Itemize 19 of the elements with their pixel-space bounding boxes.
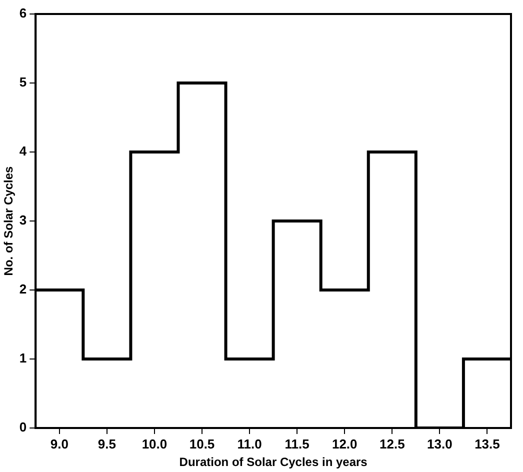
x-tick-label: 13.0	[427, 436, 452, 452]
y-tick-label: 6	[19, 6, 27, 21]
x-tick-label: 12.5	[380, 436, 405, 452]
y-tick-label: 1	[19, 350, 27, 366]
y-axis-title: No. of Solar Cycles	[2, 166, 16, 276]
y-tick-label: 5	[19, 74, 27, 90]
x-tick-label: 11.5	[284, 436, 310, 452]
x-axis-title: Duration of Solar Cycles in years	[179, 455, 368, 470]
y-tick-label: 0	[19, 420, 27, 435]
y-tick-label: 2	[19, 282, 27, 297]
x-tick-label: 12.0	[332, 436, 358, 452]
x-tick-label: 9.0	[50, 436, 68, 452]
x-tick-label: 11.0	[237, 436, 262, 452]
y-tick-label: 3	[19, 212, 27, 228]
x-tick-label: 13.5	[474, 436, 500, 452]
x-tick-label: 9.5	[98, 436, 116, 452]
x-tick-label: 10.0	[142, 436, 168, 452]
x-tick-label: 10.5	[189, 436, 215, 452]
y-tick-label: 4	[19, 144, 28, 159]
